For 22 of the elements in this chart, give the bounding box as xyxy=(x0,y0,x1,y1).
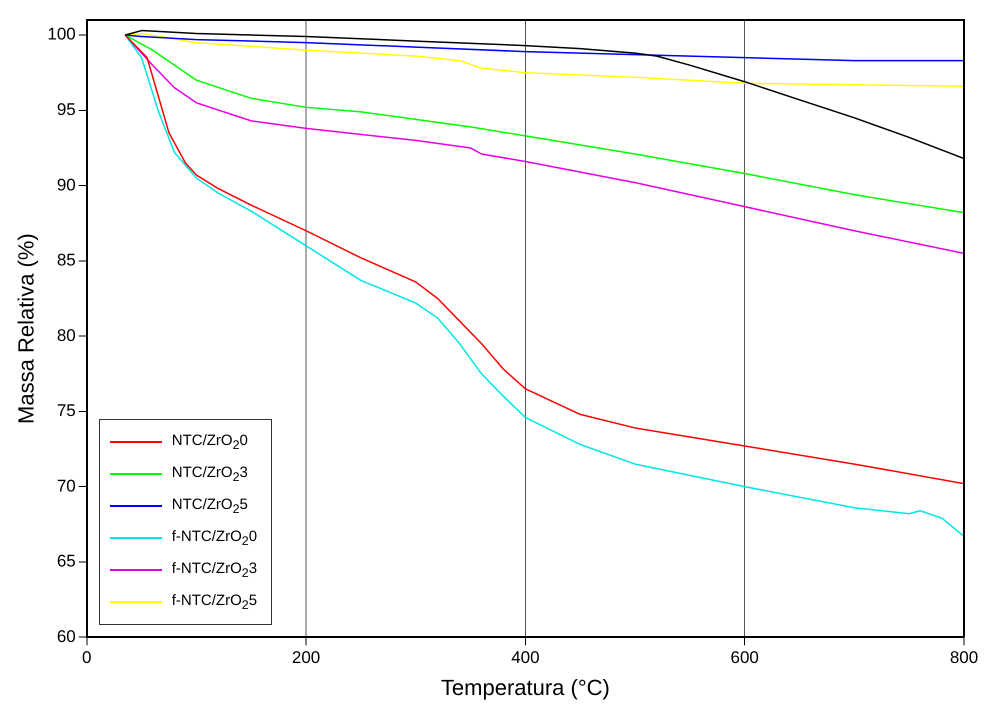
y-tick-label: 100 xyxy=(47,24,76,44)
x-tick-label: 0 xyxy=(82,648,92,668)
y-tick-label: 85 xyxy=(56,250,76,270)
legend-label: f-NTC/ZrO$_{2}$5 xyxy=(172,592,258,612)
x-tick-label: 800 xyxy=(950,648,978,668)
x-tick-label: 600 xyxy=(730,648,759,668)
legend-label: NTC/ZrO$_{2}$0 xyxy=(172,432,248,452)
legend-label: f-NTC/ZrO$_{2}$3 xyxy=(172,560,258,580)
y-tick-label: 70 xyxy=(56,476,76,496)
y-tick-label: 80 xyxy=(56,326,76,345)
y-tick-label: 65 xyxy=(56,552,76,571)
y-tick-label: 75 xyxy=(56,401,76,420)
y-tick-label: 95 xyxy=(56,100,76,120)
y-tick-label: 60 xyxy=(56,626,76,646)
x-tick-label: 400 xyxy=(511,648,540,668)
y-axis-title: Massa Relativa (%) xyxy=(13,233,38,424)
legend-label: f-NTC/ZrO$_{2}$0 xyxy=(172,528,258,548)
x-axis-title: Temperatura (°C) xyxy=(440,674,610,700)
y-tick-label: 90 xyxy=(56,175,76,194)
legend-label: NTC/ZrO$_{2}$3 xyxy=(172,464,248,484)
x-tick-label: 200 xyxy=(292,648,320,668)
legend-label: NTC/ZrO$_{2}$5 xyxy=(172,496,248,516)
